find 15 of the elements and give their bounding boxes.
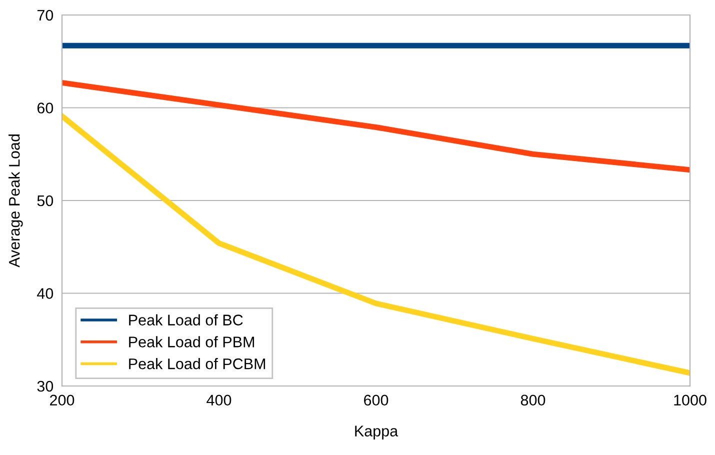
y-tick-label: 70: [37, 10, 54, 21]
y-axis-title: Average Peak Load: [8, 134, 23, 268]
legend-label: Peak Load of PCBM: [129, 358, 266, 370]
x-tick-label: 1000: [674, 394, 706, 406]
y-tick-label: 30: [37, 380, 54, 392]
y-tick-label: 60: [37, 102, 54, 114]
legend-label: Peak Load of PBM: [129, 336, 254, 348]
y-tick-label: 40: [37, 288, 54, 299]
y-tick-label: 50: [37, 195, 54, 206]
x-tick-label: 200: [50, 394, 74, 406]
x-tick-label: 400: [206, 394, 232, 406]
x-tick-label: 800: [520, 394, 546, 406]
legend-label: Peak Load of BC: [129, 314, 243, 326]
x-tick-label: 600: [364, 394, 388, 406]
x-axis-title: Kappa: [355, 426, 398, 440]
